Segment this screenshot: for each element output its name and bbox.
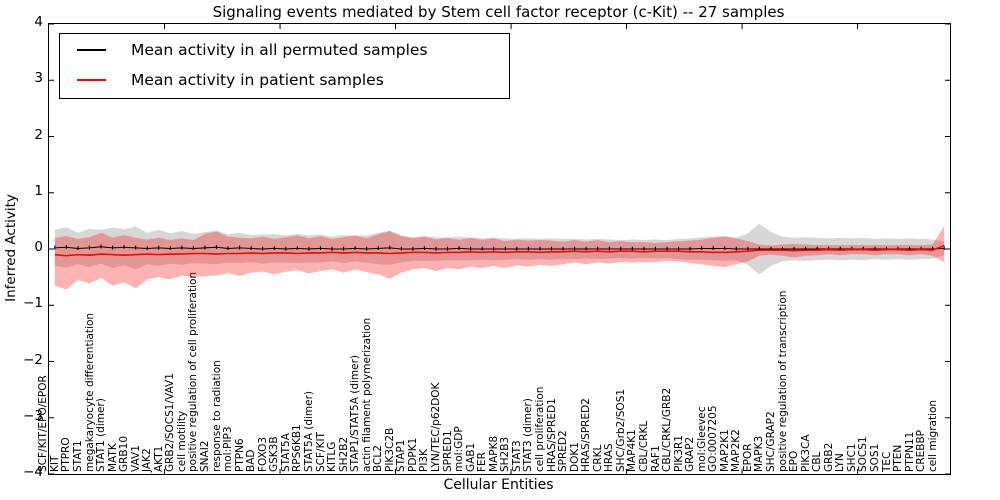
y-tick-label: 4: [34, 14, 43, 30]
x-tick-label: FER: [476, 452, 489, 472]
x-tick-label: GRB10: [118, 436, 131, 472]
x-tick-label: HRAS/SPRED1: [545, 398, 558, 472]
y-tick-label: −3: [23, 407, 43, 424]
x-tick-label: SCF/KIT/EPO/EPOR: [37, 375, 50, 472]
legend-label-permuted: Mean activity in all permuted samples: [131, 41, 428, 59]
x-tick-label: SOCS1: [857, 436, 870, 472]
y-tick-label: −2: [23, 351, 43, 368]
x-tick-label: MAPK3: [753, 435, 766, 472]
x-tick-label: response to radiation: [210, 360, 223, 472]
x-tick-label: DOK1: [568, 442, 581, 472]
legend-label-patient: Mean activity in patient samples: [131, 71, 384, 89]
y-tick-label: 1: [34, 182, 43, 199]
x-tick-label: HRAS: [603, 443, 616, 472]
x-tick-label: STAP1: [395, 439, 408, 472]
x-tick-label: PIK3CA: [799, 434, 812, 472]
x-tick-label: LYN: [834, 453, 847, 472]
x-tick-label: cell migration: [926, 399, 939, 472]
permuted-line-sample: [77, 49, 106, 51]
x-tick-label: EPO: [788, 450, 801, 472]
x-tick-label: GO:0007205: [707, 405, 720, 472]
x-tick-label: BAD: [245, 449, 258, 472]
y-tick-label: 2: [34, 126, 43, 143]
x-tick-label: cell proliferation: [533, 386, 546, 472]
x-tick-label: JAK2: [141, 448, 154, 472]
legend-item-permuted: Mean activity in all permuted samples: [60, 37, 509, 63]
x-tick-label: LYN/TEC/p62DOK: [430, 382, 443, 472]
x-tick-label: MAP4K1: [626, 429, 639, 472]
x-tick-label: RAF1: [649, 445, 662, 472]
x-tick-label: STAT1 (dimer): [95, 398, 108, 472]
x-tick-label: SHC/GRAP2: [765, 411, 777, 472]
x-tick-label: SNAI2: [199, 440, 211, 472]
x-axis-label: Cellular Entities: [443, 477, 554, 493]
x-tick-label: megakaryocyte differentiation: [83, 312, 96, 472]
x-tick-label: CBL: [811, 451, 824, 472]
x-tick-label: PI3K: [418, 449, 431, 472]
x-tick-label: mol:PIP3: [222, 426, 235, 472]
x-tick-label: mol:GDP: [453, 426, 466, 472]
x-tick-label: SPRED1: [441, 430, 454, 472]
chart-title: Signaling events mediated by Stem cell f…: [212, 3, 785, 21]
x-tick-label: RPS6KB1: [291, 424, 304, 472]
x-tick-label: positive regulation of cell proliferatio…: [187, 271, 200, 472]
x-tick-label: positive regulation of transcription: [776, 290, 789, 472]
y-tick-label: −4: [23, 464, 43, 480]
x-tick-label: SPRED2: [557, 430, 570, 472]
x-tick-label: CBL/CRKL: [637, 420, 650, 472]
x-tick-label: PTPN6: [233, 438, 246, 472]
x-tick-label: STAP1/STAT5A (dimer): [349, 354, 362, 472]
y-tick-label: 3: [34, 70, 43, 87]
x-tick-label: BCL2: [372, 445, 385, 472]
x-tick-label: SH2B2: [337, 436, 350, 472]
x-tick-label: CBL/CRKL/GRB2: [661, 387, 674, 472]
legend-item-patient: Mean activity in patient samples: [60, 67, 509, 93]
x-tick-label: PTEN: [892, 444, 905, 472]
x-tick-label: HRAS/SPRED2: [580, 398, 593, 472]
patient-line-sample: [77, 79, 106, 81]
x-tick-label: SH2B3: [499, 436, 512, 472]
x-tick-label: STAT3 (dimer): [522, 398, 535, 472]
x-tick-label: GSK3B: [268, 436, 281, 472]
legend: Mean activity in all permuted samples Me…: [59, 33, 510, 99]
x-tick-label: MAP2K2: [730, 429, 743, 472]
x-tick-label: MATK: [106, 443, 119, 472]
x-tick-label: PTPN11: [903, 431, 916, 472]
x-tick-label: GRAP2: [684, 436, 697, 472]
x-tick-label: TEC: [880, 451, 893, 472]
x-tick-label: STAT1: [71, 440, 84, 472]
x-tick-label: SCF/KIT: [314, 432, 327, 472]
x-tick-label: SOS1: [868, 443, 881, 472]
x-tick-label: KITLG: [326, 441, 339, 472]
x-tick-label: STAT5A (dimer): [302, 390, 315, 472]
x-tick-label: PIK3R1: [672, 435, 685, 472]
y-tick-label: 0: [34, 239, 43, 255]
x-tick-label: PTPRO: [60, 437, 73, 472]
x-tick-label: GRB2/SOCS1/VAV1: [164, 373, 177, 472]
y-tick-label: −1: [23, 295, 43, 312]
x-tick-label: CREBBP: [915, 430, 928, 472]
